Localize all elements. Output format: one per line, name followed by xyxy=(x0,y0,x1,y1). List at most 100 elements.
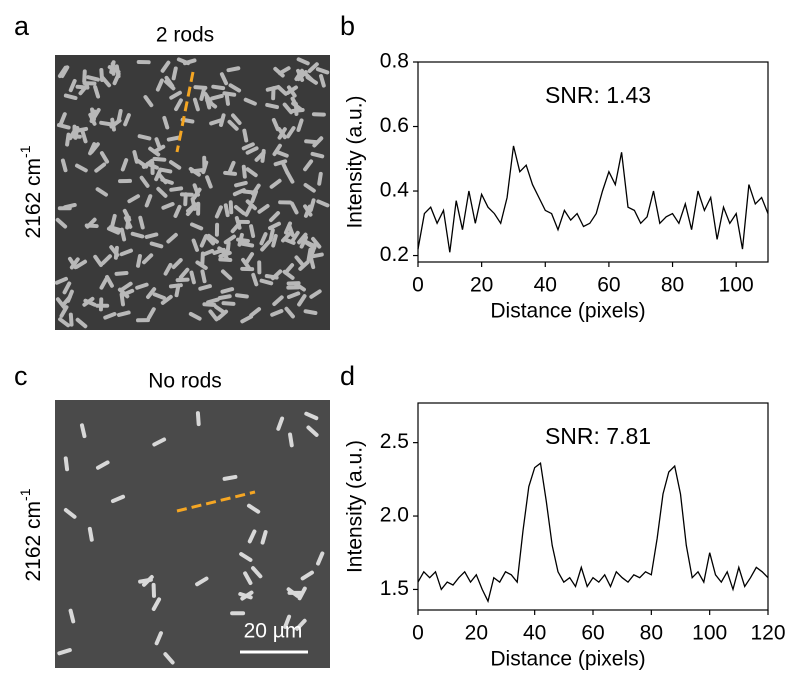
rod xyxy=(205,175,213,189)
rod xyxy=(300,570,314,581)
rod xyxy=(249,224,256,238)
rod xyxy=(293,281,306,292)
rod xyxy=(139,175,150,188)
rod xyxy=(123,215,133,229)
annotation: SNR: 7.81 xyxy=(545,423,651,449)
image-title: 2 rods xyxy=(156,24,214,47)
rod xyxy=(148,146,161,157)
rod xyxy=(301,238,315,248)
rod xyxy=(188,311,202,321)
y-tick-label: 0.6 xyxy=(380,114,409,137)
ylabel-text: 2162 cm xyxy=(22,158,45,239)
ylabel-sup: -1 xyxy=(17,488,33,501)
rod xyxy=(295,618,307,631)
rod xyxy=(99,276,109,290)
rod xyxy=(241,142,255,151)
rod xyxy=(257,204,270,214)
rod xyxy=(130,231,145,239)
rod xyxy=(303,159,314,172)
rod xyxy=(100,254,112,266)
rod xyxy=(95,187,108,197)
rod xyxy=(110,117,116,132)
rod xyxy=(239,552,253,562)
rod xyxy=(286,126,296,139)
rod xyxy=(174,283,181,298)
rod xyxy=(105,275,114,288)
rod xyxy=(315,67,330,75)
rod xyxy=(298,260,310,271)
rod xyxy=(154,631,163,646)
rod xyxy=(195,576,209,587)
rod xyxy=(251,566,263,579)
rod xyxy=(161,202,175,210)
rod xyxy=(63,93,78,101)
rod xyxy=(222,91,237,97)
rod xyxy=(195,260,208,270)
x-tick-label: 100 xyxy=(719,274,754,297)
rod xyxy=(245,146,259,155)
rod xyxy=(246,503,261,514)
rod xyxy=(244,203,253,217)
rod xyxy=(284,306,295,319)
rod xyxy=(169,90,182,100)
rod xyxy=(99,120,114,127)
rod xyxy=(88,112,97,126)
rod xyxy=(219,113,226,127)
rod xyxy=(192,183,201,197)
rod xyxy=(80,129,88,144)
rod xyxy=(303,183,316,193)
rod xyxy=(247,529,257,544)
rod xyxy=(114,270,129,276)
x-tick-label: 40 xyxy=(534,274,557,297)
rod xyxy=(257,260,262,275)
rod xyxy=(202,302,217,307)
x-tick-label: 60 xyxy=(597,274,620,297)
intensity-profile xyxy=(417,145,769,253)
rod xyxy=(109,245,120,258)
rod xyxy=(297,294,307,307)
rod xyxy=(319,73,326,88)
rod xyxy=(273,159,288,167)
rod xyxy=(240,314,254,324)
rod xyxy=(259,232,268,246)
rod xyxy=(260,530,268,545)
rod xyxy=(136,60,151,65)
image-ylabel: 2162 cm-1 xyxy=(17,145,45,238)
rod xyxy=(149,241,164,249)
x-tick-label: 0 xyxy=(412,622,424,645)
rod xyxy=(227,119,239,131)
rod xyxy=(276,84,288,96)
rod xyxy=(189,222,204,231)
rod xyxy=(88,142,97,156)
rod xyxy=(306,425,319,437)
rod xyxy=(95,460,110,470)
rod xyxy=(270,309,284,317)
rod xyxy=(223,234,237,245)
ylabel-sup: -1 xyxy=(17,145,33,158)
panel-letter: b xyxy=(340,11,355,41)
rod xyxy=(260,240,271,252)
rod xyxy=(234,180,248,188)
rod xyxy=(233,204,246,216)
rod xyxy=(90,107,96,122)
rod xyxy=(114,64,121,79)
rod xyxy=(228,83,242,93)
rod xyxy=(176,57,191,66)
rod xyxy=(192,97,200,112)
rod xyxy=(249,307,262,318)
rod xyxy=(204,233,216,246)
rod xyxy=(214,205,223,219)
rod xyxy=(206,233,219,244)
rod xyxy=(200,251,205,266)
image-title: No rods xyxy=(148,370,222,393)
rod xyxy=(99,68,105,82)
rod xyxy=(303,309,318,315)
rod xyxy=(57,648,72,656)
rod xyxy=(243,571,253,586)
rod xyxy=(293,102,299,116)
rod xyxy=(189,270,196,285)
rod xyxy=(200,269,207,284)
rod xyxy=(68,608,76,624)
rod xyxy=(275,150,289,158)
